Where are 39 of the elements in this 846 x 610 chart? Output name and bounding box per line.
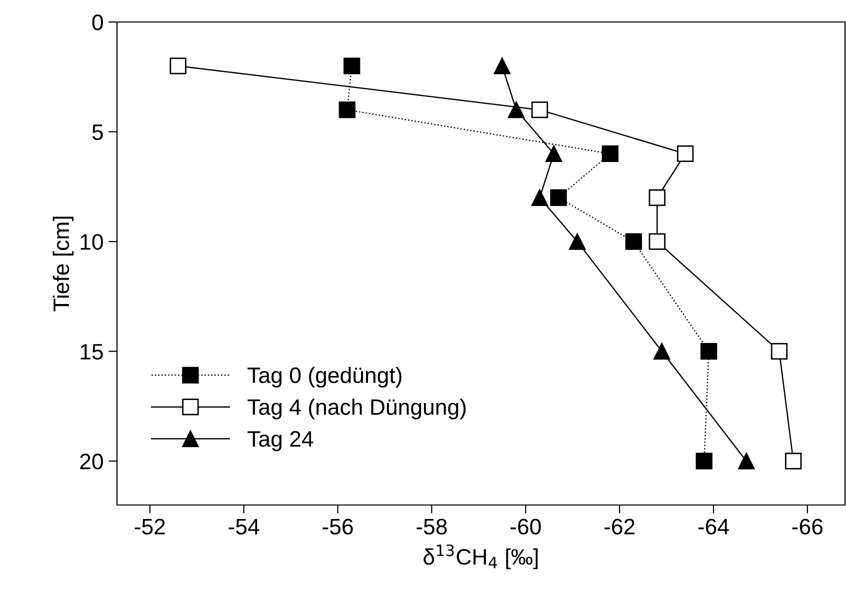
y-tick-label: 20: [80, 454, 103, 470]
point: [653, 342, 670, 360]
x-tick-label: -54: [228, 519, 260, 535]
point: [770, 342, 788, 360]
point: [494, 58, 510, 74]
x-tick-label: -66: [792, 518, 823, 535]
point: [625, 233, 642, 250]
x-tick-label: -52: [134, 518, 165, 535]
y-axis-title: Tiefe [cm]: [52, 216, 74, 312]
point: [568, 233, 586, 250]
point: [785, 452, 802, 470]
point: [344, 58, 360, 74]
point: [550, 189, 567, 206]
y-tick-label: 0: [92, 14, 103, 30]
x-tick-label: -56: [322, 518, 353, 535]
legend-label: Tag 24: [248, 431, 314, 452]
point: [696, 452, 712, 470]
y-tick-label: 5: [92, 124, 103, 140]
y-tick-label: 10: [80, 234, 103, 250]
legend-label: Tag 0 (gedüngt): [248, 366, 402, 388]
point: [700, 342, 718, 360]
point: [170, 58, 186, 74]
point: [648, 189, 666, 206]
point: [338, 101, 356, 118]
legend-label: Tag 4 (nach Düngung): [248, 398, 466, 420]
x-tick-label: -62: [604, 518, 634, 535]
point: [531, 101, 548, 118]
x-tick-label: -58: [416, 518, 447, 535]
x-tick-label: -64: [698, 518, 729, 535]
point: [738, 452, 755, 470]
y-tick-label: 15: [80, 344, 103, 360]
x-axis-title: δ$^{13}$CH$_{4}$ [‰]: [424, 544, 538, 570]
point: [531, 189, 548, 206]
point: [648, 233, 666, 250]
x-tick-label: -60: [510, 518, 541, 535]
point: [508, 101, 525, 118]
point: [602, 145, 618, 162]
point: [545, 145, 562, 162]
point: [676, 145, 694, 162]
